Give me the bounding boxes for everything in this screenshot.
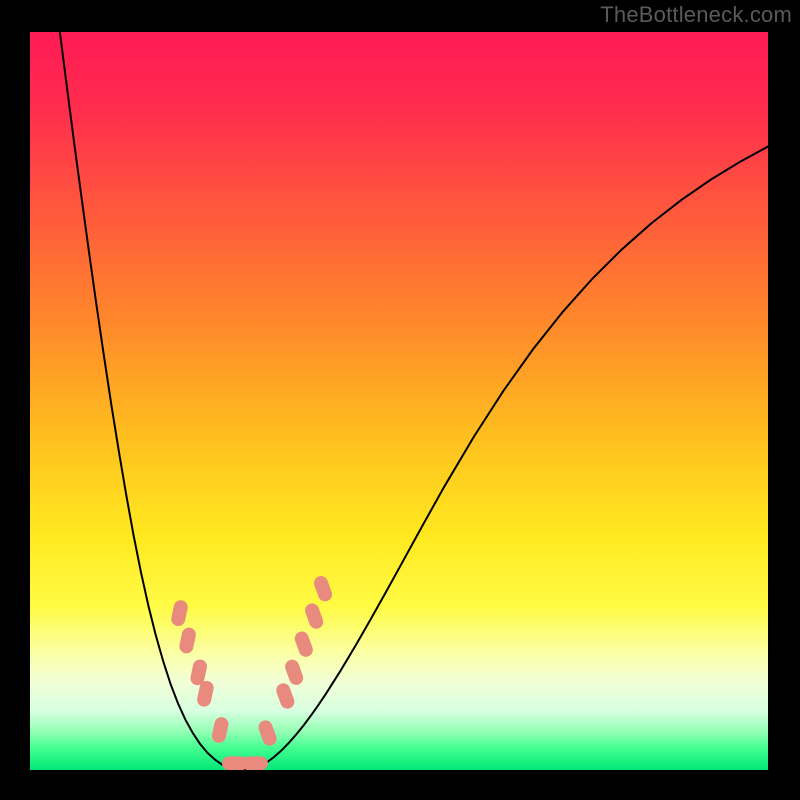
markers-bottom xyxy=(222,756,268,770)
plot-border-right xyxy=(768,30,770,770)
bottleneck-chart xyxy=(30,30,770,770)
chart-background xyxy=(30,30,770,770)
chart-canvas: TheBottleneck.com xyxy=(0,0,800,800)
plot-border-top xyxy=(30,30,770,32)
watermark-text: TheBottleneck.com xyxy=(600,2,792,28)
